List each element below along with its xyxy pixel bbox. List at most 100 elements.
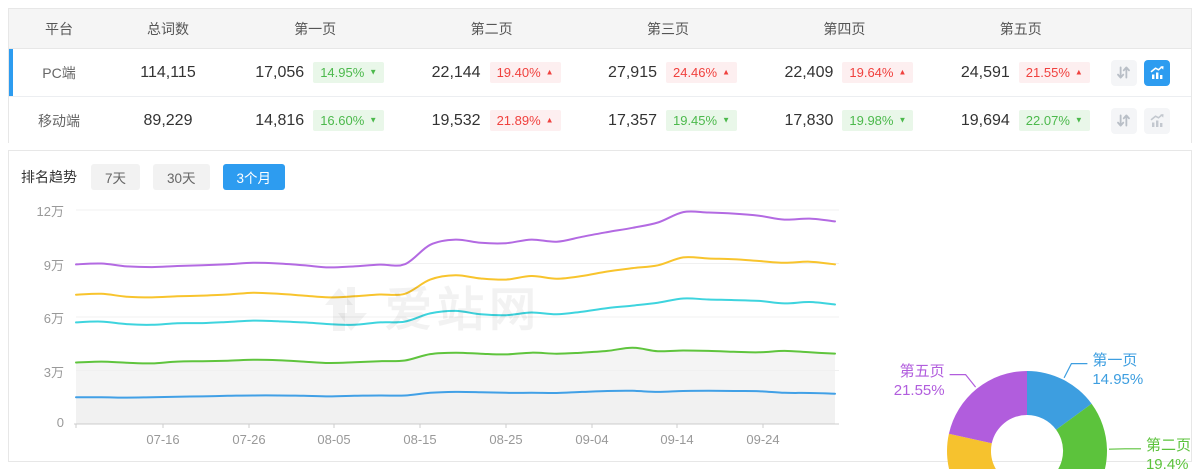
page2-count: 22,144 (431, 63, 481, 81)
trend-range-tabs: 7天 30天 3个月 (91, 164, 286, 190)
page3-count: 27,915 (608, 63, 657, 81)
line-chart[interactable]: 0 3万 6万 9万 12万 07-16 07-26 08-05 08-15 08-25 09-0… (9, 151, 859, 462)
change-percent: 19.45% (672, 113, 718, 128)
donut-chart-svg[interactable] (839, 311, 1200, 469)
show-trend-chart-button[interactable] (1143, 107, 1170, 134)
page3-cell: 17,357 19.45% ▼ (580, 110, 756, 131)
down-triangle-icon: ▼ (898, 115, 907, 124)
donut-slice-第一页[interactable] (1027, 371, 1092, 430)
x-tick-label-08-15: 08-15 (403, 432, 437, 447)
series-line-第三页[interactable] (75, 297, 836, 326)
series-line-第二页[interactable] (75, 346, 836, 365)
donut-label-line-第五页 (949, 373, 977, 388)
donut-label-name: 第二页 (1145, 436, 1191, 454)
series-area-第二页 (76, 347, 835, 424)
rank-table-card: 平台 总词数 第一页 第二页 第三页 第四页 第五页 PC端 114,115 17,… (8, 8, 1192, 144)
table-header-row: 平台 总词数 第一页 第二页 第三页 第四页 第五页 (9, 9, 1191, 49)
page3-cell: 27,915 24.46% ▲ (580, 62, 756, 83)
trend-tab-3个月[interactable]: 3个月 (222, 164, 286, 190)
y-tick-label-12万: 12万 (36, 204, 64, 219)
table-row-移动端[interactable]: 移动端 89,229 14,816 16.60% ▼ 19,532 21.89% ▲ 17,35… (9, 96, 1191, 144)
donut-label-第五页: 第五页 21.55% (894, 362, 945, 400)
page4-count: 22,409 (784, 63, 834, 81)
y-tick-label-6万: 6万 (43, 311, 64, 326)
change-percent: 21.55% (1025, 65, 1070, 80)
donut-label-line-第一页 (1063, 362, 1088, 379)
row-actions (1109, 59, 1191, 86)
row-actions (1109, 107, 1191, 134)
donut-slice-第五页[interactable] (948, 371, 1027, 444)
donut-label-percent: 14.95% (1092, 370, 1144, 388)
platform-label: PC端 (42, 64, 76, 81)
total-words-value: 89,229 (143, 111, 193, 129)
change-percent: 19.98% (849, 113, 894, 128)
donut-label-percent: 21.55% (893, 381, 945, 399)
donut-label-percent: 19.4% (1145, 455, 1189, 469)
page4-change-badge: 19.64% ▲ (842, 62, 914, 83)
page3-change-badge: 19.45% ▼ (665, 110, 737, 131)
total-words-value: 114,115 (140, 63, 196, 81)
page3-change-badge: 24.46% ▲ (665, 62, 737, 83)
up-triangle-icon: ▲ (545, 115, 554, 124)
up-triangle-icon: ▲ (898, 67, 907, 76)
donut-slice-第四页[interactable] (947, 433, 1008, 469)
down-triangle-icon: ▼ (722, 115, 730, 124)
x-tick-label-07-16: 07-16 (146, 432, 180, 447)
trend-tab-7天[interactable]: 7天 (91, 164, 141, 190)
col-header-platform: 平台 (45, 20, 73, 37)
trend-tab-30天[interactable]: 30天 (153, 164, 210, 190)
donut-label-第二页: 第二页 19.4% (1146, 436, 1191, 469)
page2-change-badge: 21.89% ▲ (489, 110, 561, 131)
page5-change-badge: 22.07% ▼ (1018, 110, 1090, 131)
down-triangle-icon: ▼ (369, 67, 378, 76)
page5-cell: 19,694 22.07% ▼ (933, 110, 1109, 131)
page1-change-badge: 16.60% ▼ (313, 110, 385, 131)
page5-change-badge: 21.55% ▲ (1018, 62, 1090, 83)
change-percent: 16.60% (320, 113, 365, 128)
down-triangle-icon: ▼ (369, 115, 378, 124)
up-triangle-icon: ▲ (722, 67, 730, 76)
x-tick-label-09-04: 09-04 (575, 432, 609, 447)
change-percent: 14.95% (320, 65, 365, 80)
donut-chart[interactable]: 第一页14.95%第二页19.4%第三页24.46%第四页19.64%第五页21… (839, 311, 1200, 469)
down-triangle-icon: ▼ (1074, 115, 1083, 124)
y-tick-label-0: 0 (56, 415, 64, 430)
donut-slice-第二页[interactable] (1056, 403, 1107, 469)
change-percent: 22.07% (1025, 113, 1070, 128)
sort-button[interactable] (1110, 59, 1137, 86)
page4-count: 17,830 (784, 111, 834, 129)
series-line-第五页[interactable] (75, 210, 836, 269)
line-chart-svg[interactable] (9, 151, 859, 462)
trend-header: 排名趋势 7天 30天 3个月 (21, 164, 286, 190)
change-percent: 19.40% (496, 65, 541, 80)
donut-label-name: 第一页 (1092, 351, 1138, 369)
sort-arrows-icon (1117, 114, 1131, 127)
col-header-page5: 第五页 (999, 20, 1042, 37)
col-header-page1: 第一页 (294, 20, 337, 37)
sort-button[interactable] (1110, 107, 1137, 134)
page5-cell: 24,591 21.55% ▲ (933, 62, 1109, 83)
page2-cell: 22,144 19.40% ▲ (403, 62, 579, 83)
page1-change-badge: 14.95% ▼ (313, 62, 385, 83)
x-tick-label-07-26: 07-26 (232, 432, 266, 447)
donut-label-name: 第五页 (899, 362, 945, 380)
donut-label-第一页: 第一页 14.95% (1092, 351, 1143, 389)
table-row-PC端[interactable]: PC端 114,115 17,056 14.95% ▼ 22,144 19.40% ▲ 27,9… (9, 49, 1191, 96)
page5-count: 19,694 (960, 111, 1010, 129)
col-header-total: 总词数 (147, 20, 189, 37)
page1-cell: 14,816 16.60% ▼ (227, 110, 403, 131)
x-tick-label-08-05: 08-05 (317, 432, 351, 447)
show-trend-chart-button[interactable] (1143, 59, 1170, 86)
trend-chart-icon (1150, 65, 1164, 79)
up-triangle-icon: ▲ (545, 67, 554, 76)
page4-change-badge: 19.98% ▼ (842, 110, 914, 131)
page2-change-badge: 19.40% ▲ (489, 62, 561, 83)
page1-count: 17,056 (255, 63, 305, 81)
page2-count: 19,532 (431, 111, 481, 129)
series-line-第四页[interactable] (75, 256, 836, 299)
page5-count: 24,591 (960, 63, 1010, 81)
series-line-第一页[interactable] (75, 389, 836, 399)
col-header-page3: 第三页 (646, 20, 689, 37)
x-tick-label-08-25: 08-25 (489, 432, 523, 447)
